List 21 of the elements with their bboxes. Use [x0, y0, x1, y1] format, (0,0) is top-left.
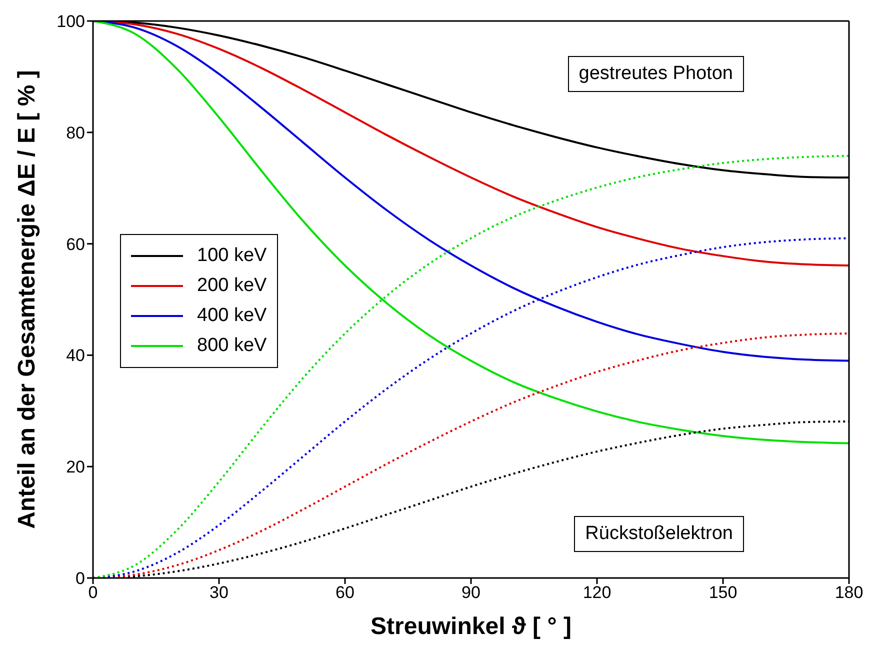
legend-label: 100 keV: [197, 245, 267, 267]
legend-label: 800 keV: [197, 335, 267, 357]
x-tick-label: 120: [582, 583, 612, 602]
annotation: gestreutes Photon: [568, 56, 744, 92]
x-tick-label: 60: [336, 583, 354, 602]
y-axis-title: Anteil an der Gesamtenergie ΔE / E [ % ]: [14, 70, 41, 529]
y-tick-label: 0: [76, 569, 85, 588]
y-tick-label: 60: [66, 234, 85, 254]
x-tick-label: 30: [210, 583, 228, 602]
x-tick-label: 150: [708, 583, 738, 602]
x-axis-title: Streuwinkel ϑ [ ° ]: [370, 613, 572, 640]
y-tick-label: 80: [66, 123, 85, 142]
x-tick-label: 0: [88, 583, 98, 602]
y-tick-label: 100: [56, 12, 85, 32]
y-tick-label: 40: [66, 346, 85, 366]
x-tick-label: 90: [462, 583, 480, 602]
x-tick-label: 180: [834, 583, 864, 602]
annotation: Rückstoßelektron: [574, 516, 744, 552]
legend-label: 400 keV: [197, 305, 267, 327]
legend-label: 200 keV: [197, 275, 267, 297]
y-tick-label: 20: [66, 458, 85, 477]
